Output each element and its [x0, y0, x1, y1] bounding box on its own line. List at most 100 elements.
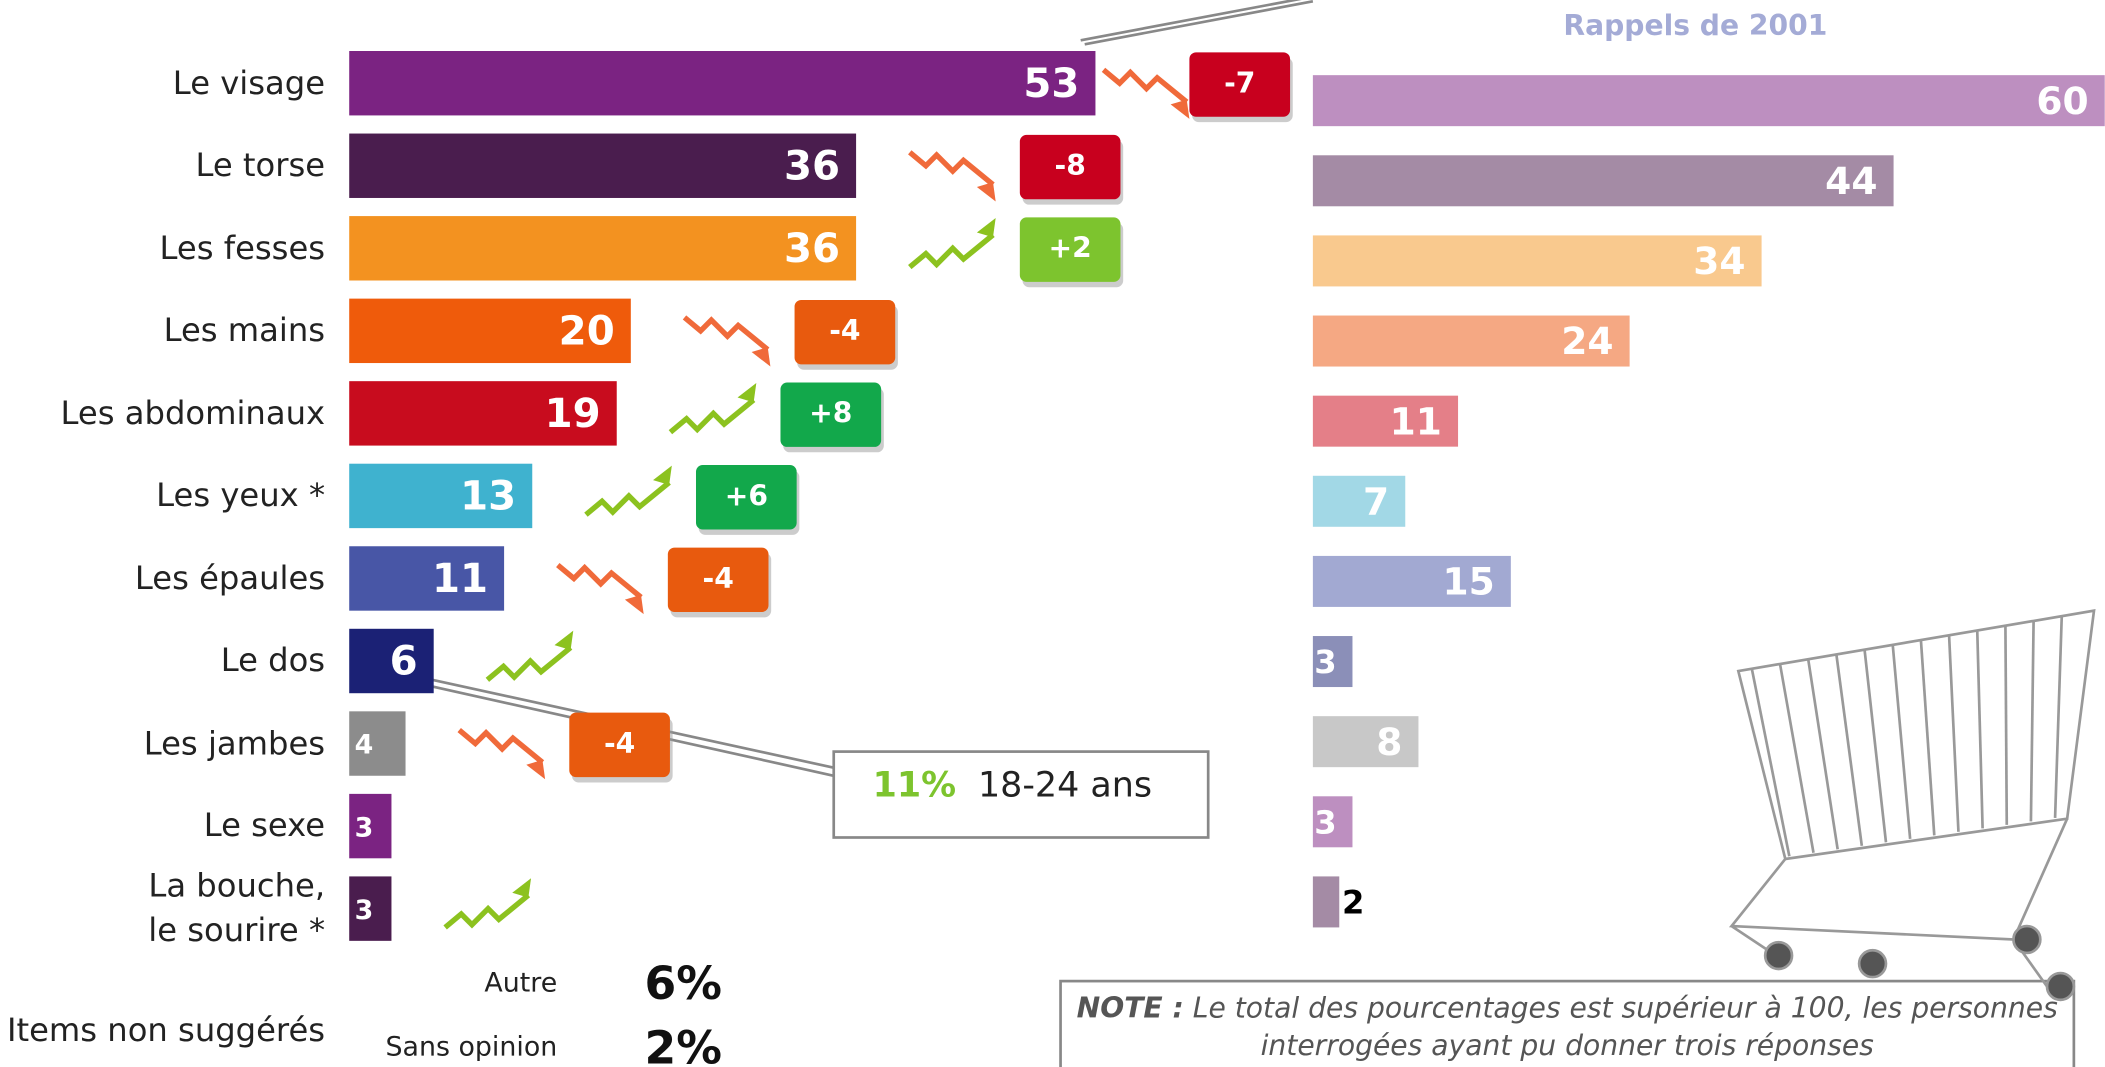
value-label-2001: 7	[1363, 479, 1389, 523]
value-label-2001: 11	[1390, 399, 1442, 443]
value-label: 13	[460, 474, 516, 520]
trend-arrow	[1170, 99, 1190, 119]
category-label: Les fesses	[159, 228, 326, 267]
bar-2001	[1312, 716, 1419, 768]
category-label: Les épaules	[134, 559, 326, 597]
callout-text: 18-24 ans	[978, 765, 1152, 805]
change-badge	[1019, 134, 1121, 200]
value-label-2001: 44	[1825, 159, 1877, 203]
category-text: Les mains	[163, 311, 326, 349]
trend-arrow	[554, 630, 574, 650]
cart-wire	[1863, 648, 1888, 843]
trend-arrow	[653, 465, 672, 485]
cart-wire	[2029, 620, 2035, 822]
leader-line	[1084, 0, 1314, 46]
bar	[349, 216, 857, 281]
category-text: Le dos	[220, 641, 326, 680]
value-label: 19	[545, 391, 601, 437]
cart-wire	[2053, 615, 2064, 818]
value-label-2001: 15	[1442, 560, 1494, 604]
other-label: Sans opinion	[386, 1032, 558, 1063]
value-label-2001: 3	[1314, 803, 1336, 841]
bar-2001	[1312, 75, 2105, 127]
value-label: 36	[784, 143, 840, 189]
value-label-2001: 3	[1314, 643, 1336, 681]
change-label: +8	[809, 397, 852, 430]
trend-arrow	[624, 594, 644, 615]
series-title: Rappels de 2001	[1563, 9, 1827, 42]
bar	[349, 711, 406, 776]
bar-2001	[1312, 555, 1511, 607]
trend-icon	[908, 232, 995, 270]
bar-2001	[1312, 636, 1353, 688]
bar-2001	[1312, 155, 1894, 207]
trend-icon	[556, 562, 643, 600]
change-badge	[695, 465, 797, 530]
cart-wire	[1834, 653, 1864, 846]
bar	[349, 876, 392, 941]
category-label: Le dos	[220, 641, 326, 680]
bar	[349, 463, 533, 529]
category-label: Le visage	[172, 63, 326, 102]
bar	[349, 381, 617, 446]
category-text: Les jambes	[143, 724, 326, 762]
change-label: +6	[725, 479, 768, 512]
category-label: Les jambes	[143, 724, 326, 762]
leader-line	[1080, 0, 1302, 42]
change-label: -4	[703, 562, 734, 595]
category-text: Les fesses	[159, 228, 326, 267]
cart-wheel	[1857, 948, 1888, 979]
change-badge	[1019, 217, 1121, 282]
trend-icon	[682, 315, 770, 352]
cart-wire	[2004, 624, 2009, 825]
bar	[349, 298, 631, 364]
other-label: Autre	[484, 967, 557, 998]
cart-wheel	[1763, 940, 1794, 971]
trend-arrow	[526, 759, 546, 780]
category-label: Les yeux *	[156, 476, 325, 514]
category-text: Le torse	[195, 146, 326, 184]
note-box	[1059, 979, 2076, 1067]
note-body: Le total des pourcentages est supérieur …	[1192, 991, 2058, 1062]
trend-icon	[485, 645, 573, 682]
cart-wheel	[2012, 924, 2042, 955]
cart-wire	[1750, 668, 1791, 857]
bar-2001	[1312, 475, 1406, 527]
category-label: Les abdominaux	[60, 393, 326, 432]
category-text: Le visage	[172, 63, 326, 102]
cart-wheel	[2045, 971, 2076, 1002]
change-badge	[1189, 52, 1291, 117]
value-label: 3	[355, 895, 374, 926]
category-text: La bouche, le sourire *	[148, 867, 326, 949]
change-label: -7	[1224, 67, 1255, 100]
trend-arrow	[751, 347, 771, 367]
cart-wire	[1947, 634, 1960, 832]
trend-icon	[457, 728, 545, 765]
value-label: 53	[1023, 61, 1079, 107]
trend-icon	[908, 150, 995, 187]
change-label: -4	[604, 727, 635, 760]
category-label: La bouche, le sourire *	[148, 867, 326, 949]
bar	[349, 546, 505, 611]
category-label: Le torse	[195, 146, 326, 184]
trend-arrow	[976, 182, 996, 202]
bar	[349, 628, 434, 694]
cart-wire	[1778, 663, 1815, 854]
value-label-2001: 34	[1693, 239, 1745, 283]
bar-2001	[1312, 315, 1630, 367]
note-label: NOTE :	[1076, 991, 1184, 1025]
bar	[349, 133, 857, 198]
trend-arrow	[737, 383, 757, 403]
bar-2001	[1312, 796, 1353, 848]
category-text: Les épaules	[134, 559, 326, 597]
bar-2001	[1312, 235, 1762, 287]
change-badge	[667, 547, 769, 613]
cart-illustration	[1728, 609, 2096, 1002]
value-label: 6	[390, 639, 418, 685]
category-text: Les abdominaux	[60, 393, 326, 432]
trend-arrow	[512, 878, 532, 898]
cart-wire	[1975, 629, 1984, 829]
value-label: 3	[355, 812, 374, 843]
value-label-2001: 24	[1561, 319, 1613, 363]
